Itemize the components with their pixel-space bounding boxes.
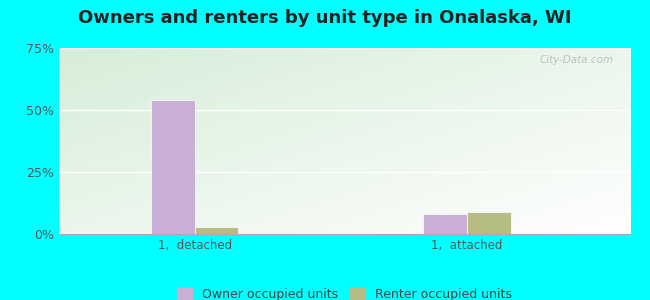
Text: Owners and renters by unit type in Onalaska, WI: Owners and renters by unit type in Onala…	[78, 9, 572, 27]
Bar	[195, 226, 239, 234]
Bar	[424, 214, 467, 234]
Legend: Owner occupied units, Renter occupied units: Owner occupied units, Renter occupied un…	[172, 283, 517, 300]
Bar	[467, 212, 511, 234]
Text: City-Data.com: City-Data.com	[540, 56, 614, 65]
Bar	[151, 100, 195, 234]
